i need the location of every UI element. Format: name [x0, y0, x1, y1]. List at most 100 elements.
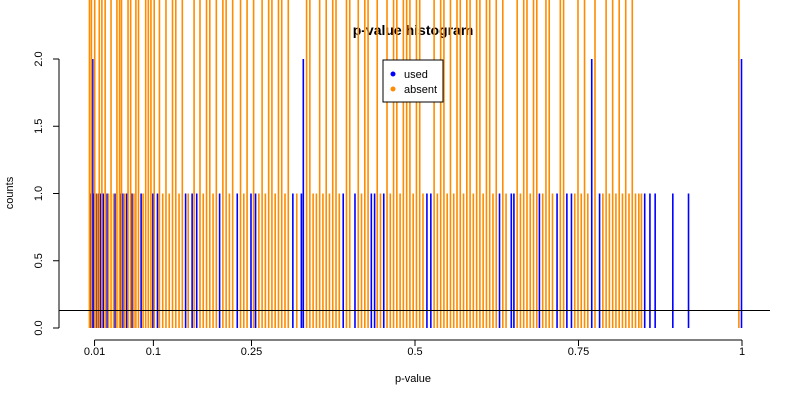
bar-absent-137 — [621, 193, 624, 328]
bar-absent-132 — [605, 0, 607, 328]
bar-absent-13 — [123, 193, 126, 328]
bar-absent-50 — [264, 193, 267, 328]
bar-absent-138 — [624, 0, 627, 328]
bar-used-44 — [654, 193, 656, 328]
bar-absent-125 — [573, 193, 576, 328]
bar-absent-18 — [137, 0, 140, 328]
bar-absent-64 — [322, 193, 324, 328]
y-tick-label-3: 1.5 — [33, 119, 45, 134]
bar-absent-120 — [545, 0, 547, 328]
y-axis-label: counts — [4, 176, 16, 209]
bar-absent-72 — [357, 0, 360, 328]
bar-used-41 — [598, 193, 601, 328]
bar-absent-70 — [345, 0, 348, 328]
bar-used-34 — [510, 193, 513, 328]
bar-used-15 — [156, 193, 159, 328]
bar-absent-118 — [535, 0, 538, 328]
bar-absent-82 — [399, 193, 401, 328]
bar-absent-143 — [640, 193, 643, 328]
bar-absent-12 — [120, 0, 123, 328]
bar-absent-32 — [187, 193, 190, 328]
bar-absent-5 — [101, 0, 103, 328]
bar-absent-98 — [459, 0, 462, 328]
bar-absent-140 — [631, 0, 634, 328]
bar-absent-63 — [318, 0, 321, 328]
bar-absent-37 — [208, 0, 211, 328]
bar-absent-102 — [472, 193, 475, 328]
bar-absent-126 — [577, 0, 579, 328]
bar-absent-79 — [389, 193, 392, 328]
bar-used-11 — [125, 193, 128, 328]
y-tick-label-0: 0.0 — [33, 320, 45, 335]
bar-used-24 — [300, 193, 303, 328]
bar-absent-91 — [436, 193, 439, 328]
bar-used-17 — [191, 193, 193, 328]
bar-used-43 — [649, 193, 651, 328]
bar-absent-96 — [452, 193, 455, 328]
bar-absent-34 — [199, 0, 201, 328]
bar-absent-60 — [309, 0, 311, 328]
bar-used-6 — [102, 193, 104, 328]
bar-absent-85 — [409, 0, 411, 328]
bar-used-8 — [114, 193, 116, 328]
bar-absent-87 — [415, 0, 418, 328]
bar-absent-107 — [488, 0, 491, 328]
bar-absent-21 — [147, 0, 150, 328]
bar-absent-108 — [492, 193, 494, 328]
bar-absent-122 — [551, 193, 554, 328]
bar-absent-16 — [133, 193, 135, 328]
bar-absent-128 — [583, 0, 586, 328]
bar-absent-110 — [501, 0, 504, 328]
bar-absent-90 — [433, 0, 435, 328]
bar-used-10 — [122, 193, 124, 328]
bar-used-32 — [430, 193, 432, 328]
bar-absent-41 — [225, 0, 227, 328]
bar-absent-27 — [168, 193, 171, 328]
bar-absent-26 — [165, 0, 167, 328]
y-axis: 0.0 0.5 1.0 1.5 2.0 — [33, 51, 60, 336]
bar-used-39 — [570, 193, 573, 328]
bar-absent-1 — [90, 0, 93, 328]
bar-absent-106 — [485, 0, 488, 328]
bar-absent-35 — [202, 193, 205, 328]
bar-absent-31 — [181, 0, 184, 328]
bar-absent-0 — [88, 0, 91, 328]
bar-absent-135 — [615, 193, 617, 328]
bar-used-19 — [218, 193, 221, 328]
legend-marker-absent — [390, 86, 396, 92]
legend: used absent — [382, 59, 444, 103]
bar-absent-109 — [495, 0, 498, 328]
bar-absent-33 — [193, 0, 195, 328]
bar-used-35 — [513, 193, 515, 328]
bar-absent-24 — [158, 0, 161, 328]
bar-absent-36 — [205, 0, 208, 328]
bar-absent-66 — [328, 193, 331, 328]
bar-absent-133 — [608, 193, 611, 328]
bar-used-47 — [740, 59, 743, 328]
bar-absent-74 — [363, 0, 366, 328]
bar-absent-62 — [315, 193, 318, 328]
bar-absent-83 — [402, 0, 405, 328]
bar-absent-7 — [107, 193, 110, 328]
x-tick-label-2: 0.25 — [241, 346, 262, 358]
bar-absent-29 — [174, 0, 177, 328]
bar-used-1 — [91, 59, 94, 328]
x-tick-label-1: 0.1 — [146, 346, 161, 358]
bar-absent-65 — [325, 0, 327, 328]
bar-used-22 — [254, 193, 257, 328]
bar-used-7 — [106, 193, 108, 328]
bar-absent-80 — [392, 0, 395, 328]
bar-absent-139 — [628, 193, 630, 328]
bar-absent-104 — [479, 0, 481, 328]
legend-box — [382, 59, 444, 103]
bar-absent-11 — [118, 0, 121, 328]
bar-used-20 — [236, 193, 239, 328]
bar-used-29 — [373, 193, 376, 328]
bar-absent-103 — [475, 0, 478, 328]
bar-absent-81 — [396, 0, 398, 328]
chart-title: p-value histogram — [353, 22, 474, 38]
bar-absent-20 — [144, 0, 147, 328]
y-tick-label-4: 2.0 — [33, 51, 45, 66]
bar-used-38 — [566, 193, 568, 328]
